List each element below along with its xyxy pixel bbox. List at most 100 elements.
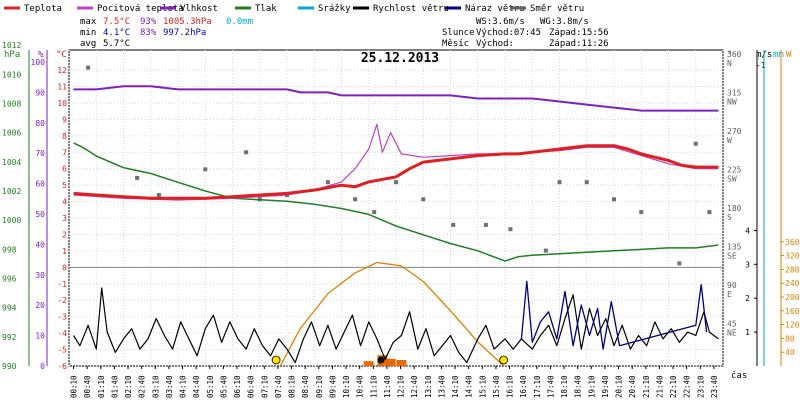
- time-tick-label: 08:40: [301, 375, 310, 398]
- time-tick-label: 08:10: [288, 375, 297, 398]
- grid: [68, 50, 724, 367]
- solar-radiation-line: [279, 261, 505, 366]
- wind-dir-point: [693, 141, 698, 146]
- c-tick-label: 1: [62, 247, 67, 256]
- legend-label-0: Teplota: [24, 4, 62, 14]
- time-tick-label: 20:40: [628, 375, 637, 398]
- dir-tick-value: 225: [727, 166, 742, 175]
- moon-marker: [377, 356, 385, 364]
- wind-dir-point: [584, 180, 589, 185]
- c-tick-label: -5: [57, 346, 67, 355]
- stats-min-humidity: 83%: [140, 28, 157, 38]
- pressure-line: [73, 142, 719, 262]
- pct-tick-label: 0: [40, 362, 45, 371]
- w-tick-label: 40: [785, 348, 795, 357]
- astro-panel: WS:3.6m/s WG:3.8m/s Slunce Východ:07:45 …: [442, 17, 609, 49]
- hpa-tick-label: 996: [2, 275, 17, 284]
- c-tick-label: 10: [57, 99, 67, 108]
- wind-gust-line: [520, 280, 708, 350]
- wind-dir-point: [639, 210, 644, 215]
- wind-speed-info: WS:3.6m/s: [476, 17, 525, 27]
- time-tick-label: 01:10: [97, 375, 106, 398]
- stats-min-pressure: 997.2hPa: [163, 28, 206, 38]
- c-tick-label: 5: [62, 181, 67, 190]
- c-tick-label: -1: [57, 280, 67, 289]
- sun-label: Slunce: [442, 28, 475, 38]
- dir-tick-value: 315: [727, 89, 742, 98]
- wind-dir-point: [394, 180, 398, 185]
- stats-avg-label: avg: [80, 39, 96, 49]
- time-tick-label: 04:40: [192, 375, 201, 398]
- wind-dir-point: [543, 248, 548, 253]
- wind-dir-point: [612, 197, 616, 202]
- legend-label-7: Směr větru: [530, 4, 584, 14]
- wind-dir-point: [483, 222, 488, 227]
- time-tick-label: 23:40: [710, 375, 719, 398]
- time-tick-label: 18:40: [574, 375, 583, 398]
- dir-tick-value: 135: [727, 243, 742, 252]
- time-tick-label: 09:10: [315, 375, 324, 398]
- hpa-tick-label: 1010: [2, 70, 21, 79]
- dir-tick-label: NW: [727, 98, 737, 107]
- time-tick-label: 05:40: [219, 375, 228, 398]
- rain-bar: [396, 360, 407, 366]
- x-axis-label: čas: [731, 370, 747, 381]
- hpa-tick-label: 992: [2, 333, 17, 342]
- time-tick-label: 10:40: [356, 375, 365, 398]
- dir-tick-label: S: [727, 213, 732, 222]
- legend-label-6: Náraz větru: [465, 4, 525, 14]
- pct-tick-label: 40: [35, 240, 45, 249]
- dir-tick-value: 45: [727, 320, 737, 329]
- time-tick-label: 16:40: [519, 375, 528, 398]
- c-tick-label: -2: [57, 296, 67, 305]
- sun-set: Západ:15:56: [549, 28, 609, 38]
- sun-marker: [271, 355, 281, 365]
- pct-tick-label: 60: [35, 180, 45, 189]
- hpa-tick-label: 998: [2, 245, 17, 254]
- time-tick-label: 00:10: [70, 375, 79, 398]
- stats-min-label: min: [80, 28, 96, 38]
- hpa-tick-label: 1006: [2, 129, 21, 138]
- stats-max-pressure: 1005.3hPa: [163, 17, 212, 27]
- wind-dir-point: [86, 65, 91, 70]
- c-tick-label: 4: [62, 198, 67, 207]
- plot-frame: [68, 49, 724, 367]
- humidity-line: [73, 85, 719, 112]
- ms-tick-label: 4: [745, 226, 750, 235]
- w-tick-label: 280: [785, 265, 800, 274]
- time-tick-label: 23:10: [696, 375, 705, 398]
- c-tick-label: 3: [62, 214, 67, 223]
- c-tick-label: 12: [57, 66, 67, 75]
- w-unit-label: W: [786, 50, 792, 60]
- dir-tick-value: 180: [727, 204, 742, 213]
- stats-min-temp: 4.1°C: [103, 28, 130, 38]
- pct-tick-label: 70: [35, 149, 45, 158]
- dir-tick-value: 270: [727, 127, 742, 136]
- c-tick-label: 6: [62, 165, 67, 174]
- c-tick-label: 7: [62, 148, 67, 157]
- pct-tick-label: 80: [35, 119, 45, 128]
- w-tick-label: 240: [785, 279, 800, 288]
- wind-dir-point: [421, 197, 426, 202]
- legend-label-2: Vlhkost: [180, 4, 218, 14]
- wind-dir-point: [135, 175, 140, 180]
- pct-unit-label: %: [38, 50, 44, 60]
- time-tick-label: 16:10: [506, 375, 515, 398]
- time-tick-label: 18:10: [560, 375, 569, 398]
- dir-tick-label: SE: [727, 252, 737, 261]
- time-tick-label: 19:10: [587, 375, 596, 398]
- ms-tick-label: 3: [745, 260, 750, 269]
- time-tick-label: 10:10: [342, 375, 351, 398]
- c-tick-label: 11: [57, 83, 67, 92]
- stats-max-humidity: 93%: [140, 17, 157, 27]
- pct-tick-label: 30: [35, 271, 45, 280]
- ms-top-label: -1: [756, 61, 766, 70]
- rain-bar: [385, 358, 396, 366]
- time-tick-label: 02:40: [138, 375, 147, 398]
- rain-bar: [363, 361, 374, 366]
- wind-dir-point: [677, 261, 682, 266]
- ms-tick-label: 2: [745, 294, 750, 303]
- wind-dir-point: [244, 150, 249, 155]
- wind-dir-point: [353, 197, 358, 202]
